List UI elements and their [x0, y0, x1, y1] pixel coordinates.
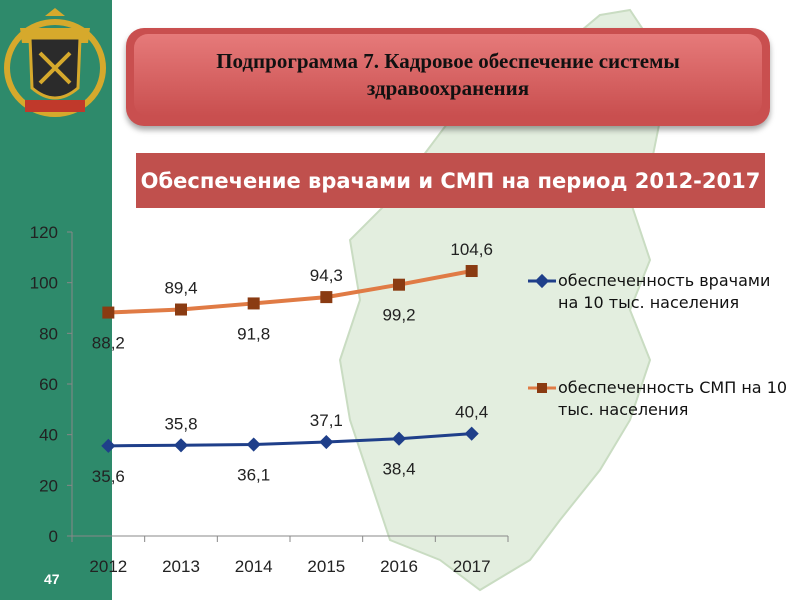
page-title: Подпрограмма 7. Кадровое обеспечение сис… — [216, 49, 680, 100]
y-tick-label: 20 — [39, 476, 58, 495]
data-point-0-0 — [101, 438, 116, 453]
subtitle-banner: Обеспечение врачами и СМП на период 2012… — [136, 153, 765, 208]
page-number: 47 — [44, 571, 60, 587]
data-point-1-1 — [175, 303, 187, 316]
data-point-1-2 — [247, 297, 260, 310]
y-tick-label: 60 — [39, 375, 58, 394]
coat-of-arms-icon — [4, 8, 106, 117]
x-tick-label: 2012 — [89, 557, 127, 576]
data-label-0-3: 37,1 — [310, 411, 343, 430]
data-point-1-4 — [393, 278, 405, 291]
data-point-0-5 — [464, 426, 479, 441]
legend-marker-doctors — [528, 273, 556, 289]
x-tick-label: 2017 — [453, 557, 491, 576]
data-point-0-1 — [173, 438, 189, 453]
title-banner: Подпрограмма 7. Кадровое обеспечение сис… — [126, 28, 770, 126]
y-tick-label: 80 — [39, 324, 58, 343]
data-label-1-0: 88,2 — [92, 334, 125, 353]
y-tick-label: 120 — [30, 223, 58, 242]
x-tick-label: 2016 — [380, 557, 418, 576]
data-label-1-4: 99,2 — [382, 306, 415, 325]
y-tick-label: 100 — [30, 274, 58, 293]
legend-label-nurses: обеспеченность СМП на 10 тыс. населения — [558, 378, 788, 419]
data-point-1-3 — [320, 291, 333, 304]
chart-title: Обеспечение врачами и СМП на период 2012… — [140, 168, 761, 193]
x-tick-label: 2014 — [235, 557, 273, 576]
data-label-0-1: 35,8 — [164, 414, 197, 433]
legend-marker-nurses — [528, 383, 556, 393]
data-point-0-4 — [391, 431, 407, 446]
x-tick-label: 2015 — [307, 557, 345, 576]
legend-item-doctors: обеспеченность врачами на 10 тыс. населе… — [528, 270, 788, 314]
data-label-0-5: 40,4 — [455, 403, 488, 422]
legend-item-nurses: обеспеченность СМП на 10 тыс. населения — [528, 377, 788, 421]
data-label-0-2: 36,1 — [237, 466, 270, 485]
data-label-1-2: 91,8 — [237, 324, 270, 343]
y-tick-label: 0 — [49, 527, 58, 546]
series-line-1 — [108, 269, 473, 315]
data-label-0-0: 35,6 — [92, 467, 125, 486]
data-label-1-5: 104,6 — [450, 240, 493, 259]
legend-label-doctors: обеспеченность врачами на 10 тыс. населе… — [558, 271, 771, 312]
data-point-0-3 — [319, 434, 334, 450]
data-point-0-2 — [246, 437, 261, 452]
data-label-1-1: 89,4 — [164, 279, 197, 298]
data-label-1-3: 94,3 — [310, 266, 343, 285]
data-point-1-5 — [465, 265, 478, 278]
data-point-1-0 — [102, 306, 115, 319]
series-line-0 — [108, 432, 472, 448]
x-tick-label: 2013 — [162, 557, 200, 576]
y-tick-label: 40 — [39, 426, 58, 445]
data-label-0-4: 38,4 — [382, 460, 415, 479]
